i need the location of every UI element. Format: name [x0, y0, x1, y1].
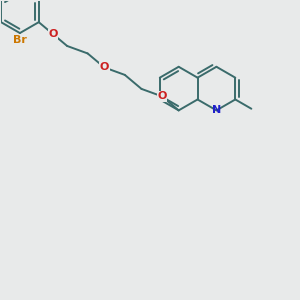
Text: O: O — [100, 62, 109, 72]
Text: O: O — [48, 29, 58, 39]
Text: N: N — [212, 105, 221, 116]
Text: O: O — [157, 92, 167, 101]
Text: Br: Br — [13, 35, 27, 45]
